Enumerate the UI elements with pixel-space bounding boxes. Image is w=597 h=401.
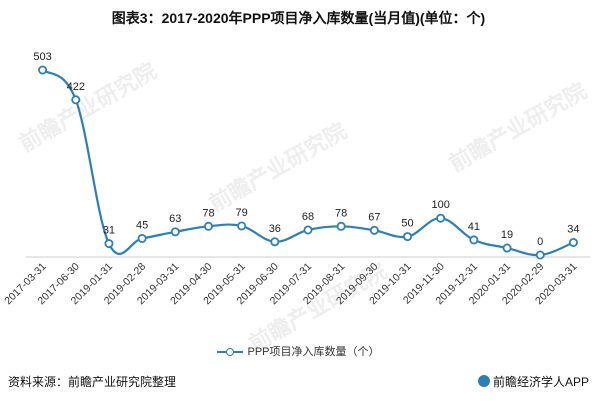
data-label: 79 bbox=[236, 207, 248, 219]
data-label: 78 bbox=[335, 207, 347, 219]
data-label: 67 bbox=[368, 211, 380, 223]
data-point bbox=[137, 233, 147, 243]
data-point bbox=[38, 65, 48, 75]
data-label: 34 bbox=[567, 223, 579, 235]
data-point bbox=[568, 237, 578, 247]
chart-title: 图表3：2017-2020年PPP项目净入库数量(当月值)(单位：个) bbox=[111, 10, 486, 26]
data-point bbox=[436, 213, 446, 223]
data-label: 78 bbox=[202, 207, 214, 219]
data-label: 68 bbox=[302, 211, 314, 223]
data-point bbox=[170, 227, 180, 237]
data-label: 36 bbox=[269, 223, 281, 235]
data-label: 0 bbox=[537, 236, 543, 248]
data-label: 100 bbox=[432, 199, 450, 211]
footer: 资料来源：前瞻产业研究院整理 前瞻经济学人APP bbox=[0, 369, 597, 399]
data-point bbox=[203, 221, 213, 231]
brand-logo-icon bbox=[477, 375, 490, 387]
data-point bbox=[237, 221, 247, 231]
data-point bbox=[303, 225, 313, 235]
data-label: 422 bbox=[67, 81, 85, 93]
data-label: 503 bbox=[33, 51, 51, 63]
data-point bbox=[535, 250, 545, 260]
data-point bbox=[369, 225, 379, 235]
data-label: 45 bbox=[136, 219, 148, 231]
data-point bbox=[104, 239, 114, 249]
data-label: 50 bbox=[401, 218, 413, 230]
data-label: 31 bbox=[103, 225, 115, 237]
data-label: 19 bbox=[501, 229, 513, 241]
data-point bbox=[71, 95, 81, 105]
source-note: 资料来源：前瞻产业研究院整理 bbox=[8, 375, 177, 389]
legend: PPP项目净入库数量（个） bbox=[0, 343, 597, 359]
data-point bbox=[469, 235, 479, 245]
data-label: 41 bbox=[468, 221, 480, 233]
data-point bbox=[270, 237, 280, 247]
brand-label: 前瞻经济学人APP bbox=[492, 375, 589, 389]
data-label: 63 bbox=[169, 213, 181, 225]
data-point bbox=[336, 221, 346, 231]
data-point bbox=[403, 232, 413, 242]
legend-marker bbox=[217, 347, 244, 357]
data-point bbox=[502, 243, 512, 253]
series-line bbox=[41, 69, 574, 257]
legend-label: PPP项目净入库数量（个） bbox=[247, 346, 380, 358]
brand: 前瞻经济学人APP bbox=[477, 373, 589, 390]
